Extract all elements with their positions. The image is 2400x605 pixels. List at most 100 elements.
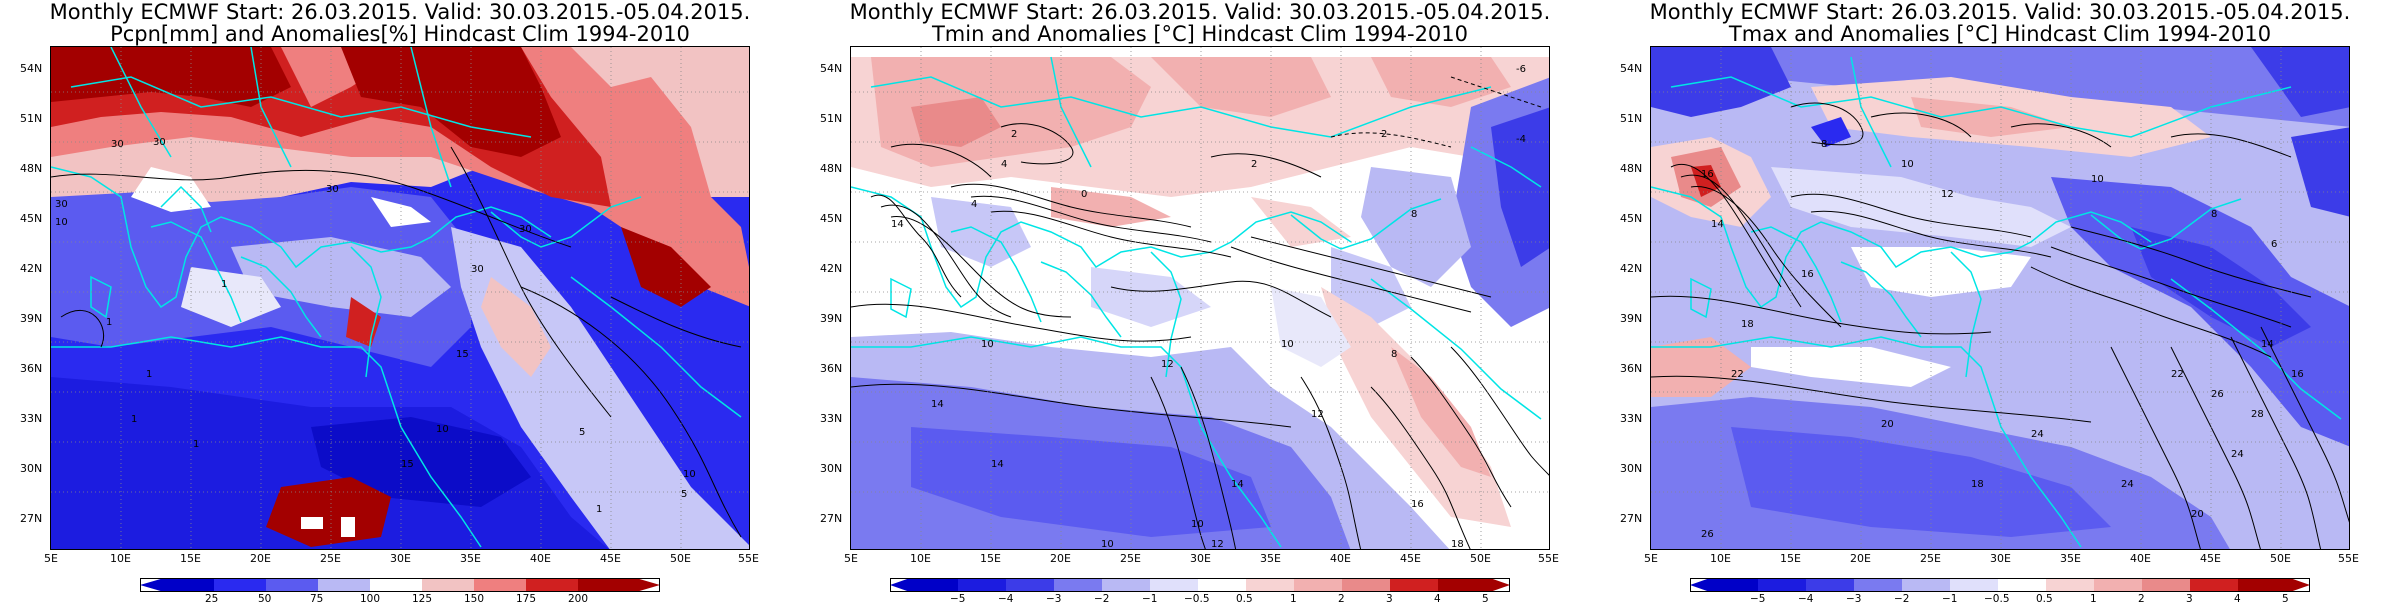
lat-label: 30N <box>1620 462 1643 475</box>
lon-label: 55E <box>2338 552 2359 565</box>
panel-title: Monthly ECMWF Start: 26.03.2015. Valid: … <box>1649 0 2351 24</box>
lat-label: 42N <box>820 262 843 275</box>
contour-label: 24 <box>2121 479 2134 490</box>
lon-label: 30E <box>390 552 411 565</box>
colorbar-label: 5 <box>2282 593 2289 605</box>
lon-label: 35E <box>2060 552 2081 565</box>
contour-label: 14 <box>991 459 1004 470</box>
contour-label: 24 <box>2231 449 2244 460</box>
lat-label: 42N <box>20 262 43 275</box>
lat-label: 51N <box>1620 112 1643 125</box>
contour-label: 2 <box>1381 129 1387 140</box>
colorbar-label: 3 <box>1386 593 1393 605</box>
lat-label: 48N <box>1620 162 1643 175</box>
lon-label: 30E <box>1990 552 2011 565</box>
contour-label: 16 <box>1701 169 1714 180</box>
contour-label: 10 <box>1101 539 1114 550</box>
contour-label: 10 <box>981 339 994 350</box>
lat-label: 33N <box>820 412 843 425</box>
lat-label: 45N <box>820 212 843 225</box>
contour-label: 10 <box>436 424 449 435</box>
lon-label: 10E <box>910 552 931 565</box>
contour-label: 18 <box>1451 539 1464 550</box>
contour-label: 10 <box>1901 159 1914 170</box>
lat-label: 54N <box>20 62 43 75</box>
lon-label: 50E <box>670 552 691 565</box>
contour-label: 12 <box>1941 189 1954 200</box>
tmax-colorbar <box>1690 578 2310 592</box>
contour-label: 0 <box>1081 189 1087 200</box>
lat-label: 36N <box>20 362 43 375</box>
colorbar-label: −4 <box>1798 593 1814 605</box>
lon-label: 20E <box>1050 552 1071 565</box>
contour-label: 10 <box>683 469 696 480</box>
precip-map-canvas: 30 30 30 10 30 30 30 15 10 5 1 1 1 10 1 … <box>51 47 749 549</box>
lon-label: 20E <box>250 552 271 565</box>
contour-label: 15 <box>401 459 414 470</box>
colorbar-label: 3 <box>2186 593 2193 605</box>
colorbar-label: 100 <box>360 593 381 605</box>
lon-label: 45E <box>600 552 621 565</box>
colorbar-label: 1 <box>2090 593 2097 605</box>
contour-label: 5 <box>579 427 585 438</box>
contour-label: 20 <box>1881 419 1894 430</box>
colorbar-label: −5 <box>1750 593 1766 605</box>
lon-label: 25E <box>320 552 341 565</box>
colorbar-label: 0.5 <box>1236 593 1253 605</box>
colorbar-label: 4 <box>2234 593 2241 605</box>
contour-label: 1 <box>221 279 227 290</box>
lon-label: 50E <box>1470 552 1491 565</box>
lat-label: 48N <box>20 162 43 175</box>
lat-label: 45N <box>1620 212 1643 225</box>
contour-label: 30 <box>471 264 484 275</box>
colorbar-label: 150 <box>464 593 485 605</box>
lon-label: 45E <box>2200 552 2221 565</box>
colorbar-label: 175 <box>516 593 537 605</box>
contour-label: 10 <box>1281 339 1294 350</box>
lat-label: 39N <box>1620 312 1643 325</box>
contour-label: 6 <box>2271 239 2277 250</box>
colorbar-label: 25 <box>205 593 219 605</box>
lat-label: 42N <box>1620 262 1643 275</box>
colorbar-label: 50 <box>258 593 272 605</box>
lon-label: 10E <box>110 552 131 565</box>
lat-label: 45N <box>20 212 43 225</box>
lon-label: 40E <box>530 552 551 565</box>
lat-label: 36N <box>820 362 843 375</box>
contour-label: 20 <box>2191 509 2204 520</box>
contour-label: 30 <box>153 137 166 148</box>
lon-label: 35E <box>1260 552 1281 565</box>
colorbar-label: 4 <box>1434 593 1441 605</box>
colorbar-label: 5 <box>1482 593 1489 605</box>
contour-label: -6 <box>1516 64 1526 75</box>
colorbar-label: −3 <box>1046 593 1062 605</box>
tmin-panel: Monthly ECMWF Start: 26.03.2015. Valid: … <box>800 0 1600 605</box>
lon-label: 40E <box>1330 552 1351 565</box>
contour-label: 22 <box>1731 369 1744 380</box>
lat-label: 48N <box>820 162 843 175</box>
lat-label: 33N <box>20 412 43 425</box>
contour-label: 26 <box>1701 529 1714 540</box>
lat-label: 39N <box>820 312 843 325</box>
contour-label: 16 <box>2291 369 2304 380</box>
colorbar-label: 125 <box>412 593 433 605</box>
contour-label: 8 <box>1411 209 1417 220</box>
lon-label: 25E <box>1920 552 1941 565</box>
lon-label: 50E <box>2270 552 2291 565</box>
contour-label: 16 <box>1411 499 1424 510</box>
contour-label: 26 <box>2211 389 2224 400</box>
lat-label: 33N <box>1620 412 1643 425</box>
panel-title: Monthly ECMWF Start: 26.03.2015. Valid: … <box>49 0 751 24</box>
contour-label: 14 <box>2261 339 2274 350</box>
contour-label: 14 <box>1711 219 1724 230</box>
contour-label: 18 <box>1741 319 1754 330</box>
lon-label: 55E <box>738 552 759 565</box>
contour-label: 14 <box>931 399 944 410</box>
panel-subtitle: Tmax and Anomalies [°C] Hindcast Clim 19… <box>1728 22 2272 46</box>
contour-label: 1 <box>596 504 602 515</box>
contour-label: 10 <box>55 217 68 228</box>
contour-label: 1 <box>193 439 199 450</box>
contour-label: -4 <box>1516 134 1526 145</box>
panel-title: Monthly ECMWF Start: 26.03.2015. Valid: … <box>849 0 1551 24</box>
colorbar-label: −2 <box>1094 593 1110 605</box>
